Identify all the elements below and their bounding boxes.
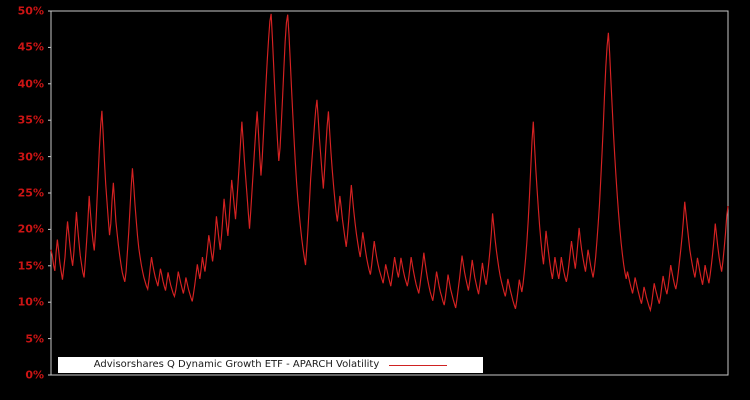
chart-legend[interactable]: Advisorshares Q Dynamic Growth ETF - APA… bbox=[58, 357, 483, 373]
y-axis-tick-label: 20% bbox=[17, 222, 44, 236]
y-axis-tick-label: 5% bbox=[25, 332, 44, 346]
y-axis-tick-label: 25% bbox=[17, 186, 44, 200]
y-axis-tick-label: 10% bbox=[17, 295, 44, 309]
plot-area-background bbox=[51, 11, 728, 375]
y-axis-tick-label: 0% bbox=[25, 368, 44, 382]
volatility-series-line bbox=[50, 13, 729, 313]
legend-line-sample-icon bbox=[389, 364, 448, 366]
y-axis-tick-marks bbox=[48, 10, 51, 376]
y-axis-tick-label: 50% bbox=[17, 4, 44, 18]
y-axis-tick-label: 15% bbox=[17, 259, 44, 273]
y-axis-tick-label: 35% bbox=[17, 113, 44, 127]
y-axis-tick-label: 40% bbox=[17, 77, 44, 91]
legend-series-label: Advisorshares Q Dynamic Growth ETF - APA… bbox=[93, 359, 380, 370]
y-axis-tick-label: 30% bbox=[17, 150, 44, 164]
y-axis-tick-label: 45% bbox=[17, 40, 44, 54]
